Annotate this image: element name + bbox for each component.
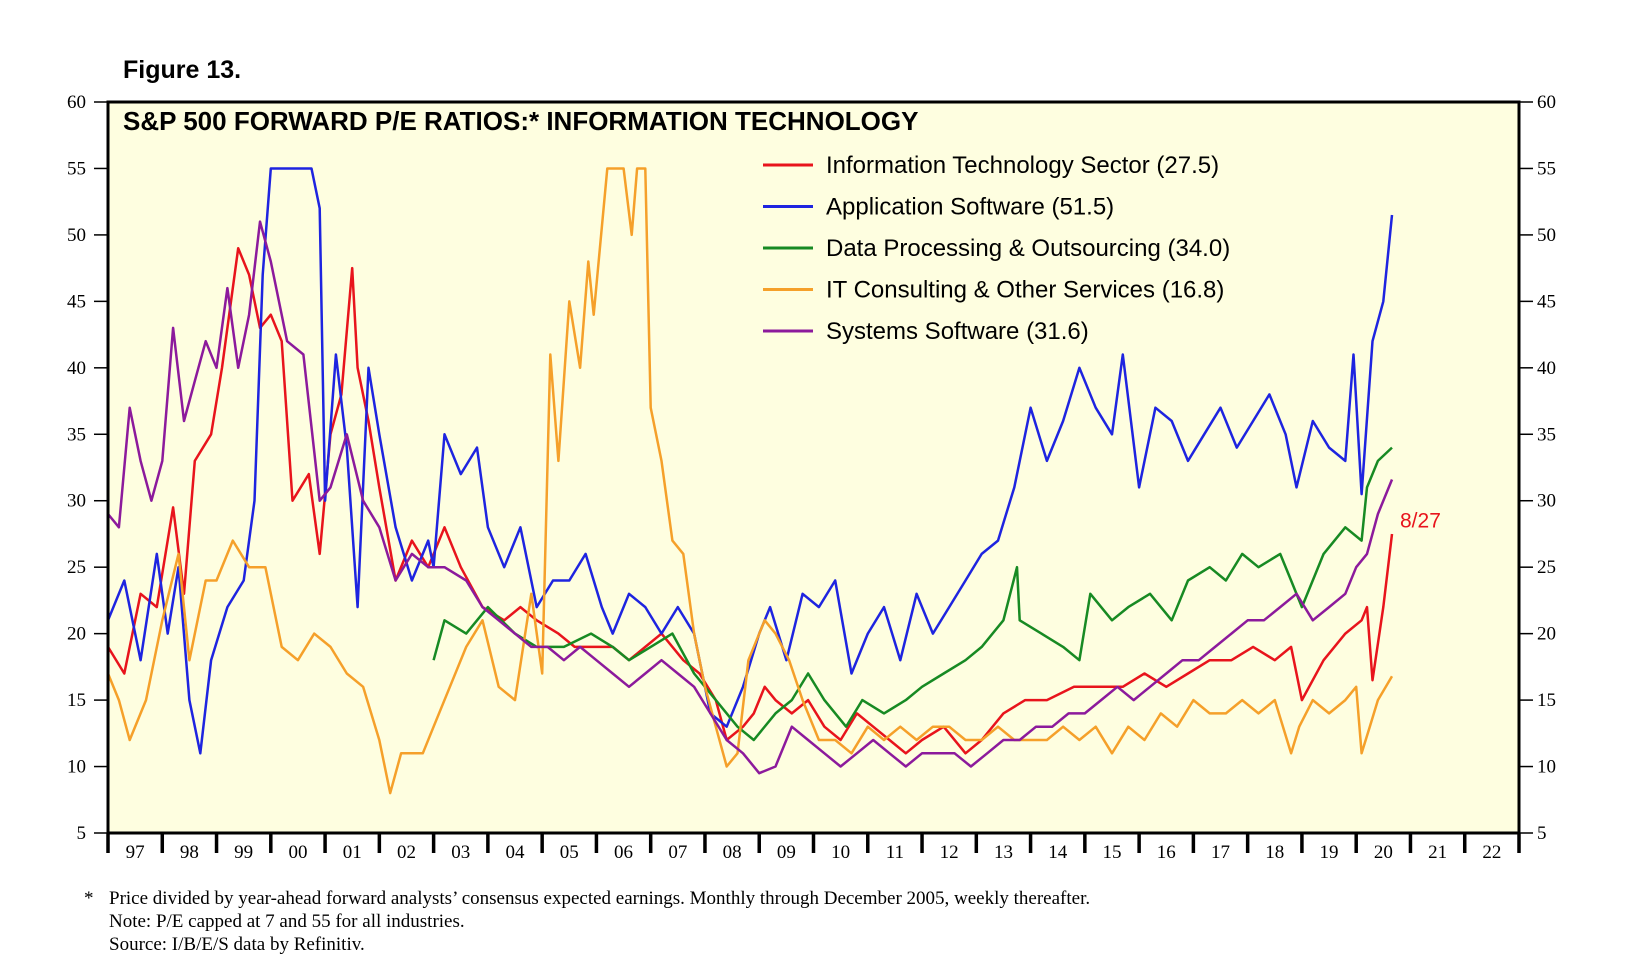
x-tick-label: 00 xyxy=(288,842,307,863)
y-tick-label-right: 5 xyxy=(1537,823,1547,844)
legend-label-data-processing: Data Processing & Outsourcing (34.0) xyxy=(826,235,1230,262)
y-tick-label-right: 50 xyxy=(1537,225,1556,246)
y-tick-label-right: 15 xyxy=(1537,690,1556,711)
y-tick-label-right: 40 xyxy=(1537,358,1556,379)
x-tick-label: 16 xyxy=(1157,842,1176,863)
x-axis: 97 98 99 00 01 02 03 04 05 06 07 08 09 10 11 12 13 14 15 16… xyxy=(106,833,1521,863)
y-axis-right: 5 10 15 20 25 30 35 40 45 50 55 60 xyxy=(1519,92,1556,844)
x-tick-label: 21 xyxy=(1428,842,1447,863)
x-tick-label: 98 xyxy=(180,842,199,863)
x-tick-label: 13 xyxy=(994,842,1013,863)
x-tick-label: 12 xyxy=(940,842,959,863)
x-tick-label: 08 xyxy=(723,842,742,863)
y-tick-label-left: 50 xyxy=(67,225,86,246)
x-tick-label: 09 xyxy=(777,842,796,863)
x-tick-label: 11 xyxy=(886,842,904,863)
y-tick-label-left: 40 xyxy=(67,358,86,379)
footnote-star: * xyxy=(84,888,94,909)
series-line-systems-software xyxy=(107,220,1394,775)
footnote-source: Source: I/B/E/S data by Refinitiv. xyxy=(109,934,365,955)
y-tick-label-left: 15 xyxy=(67,690,86,711)
x-tick-label: 05 xyxy=(560,842,579,863)
x-tick-label: 02 xyxy=(397,842,416,863)
x-tick-label: 17 xyxy=(1211,842,1230,863)
x-tick-label: 22 xyxy=(1482,842,1501,863)
x-tick-label: 01 xyxy=(343,842,362,863)
y-tick-label-left: 45 xyxy=(67,291,86,312)
footnote-note: Note: P/E capped at 7 and 55 for all ind… xyxy=(109,911,465,932)
y-tick-label-right: 10 xyxy=(1537,757,1556,778)
series-layer xyxy=(106,167,1394,795)
y-tick-label-right: 25 xyxy=(1537,557,1556,578)
legend-label-it-sector: Information Technology Sector (27.5) xyxy=(826,152,1219,179)
x-tick-label: 04 xyxy=(506,842,526,863)
date-annotation: 8/27 xyxy=(1400,510,1441,533)
x-tick-label: 15 xyxy=(1102,842,1121,863)
x-tick-label: 20 xyxy=(1374,842,1393,863)
x-tick-label: 14 xyxy=(1048,842,1068,863)
chart-title: S&P 500 FORWARD P/E RATIOS:* INFORMATION… xyxy=(123,106,918,136)
x-tick-label: 03 xyxy=(451,842,470,863)
legend: Information Technology Sector (27.5) Appl… xyxy=(763,152,1230,345)
footnote-definition: Price divided by year-ahead forward anal… xyxy=(109,888,1091,909)
x-tick-label: 18 xyxy=(1265,842,1284,863)
y-axis-left: 5 10 15 20 25 30 35 40 45 50 55 60 xyxy=(67,92,108,844)
plot-frame xyxy=(106,100,1521,835)
x-tick-label: 07 xyxy=(668,842,687,863)
x-tick-label: 99 xyxy=(234,842,253,863)
y-tick-label-left: 60 xyxy=(67,92,86,113)
series-line-it-consulting xyxy=(106,167,1394,795)
y-tick-label-right: 45 xyxy=(1537,291,1556,312)
y-tick-label-left: 30 xyxy=(67,491,86,512)
y-tick-label-left: 20 xyxy=(67,624,86,645)
series-line-it-sector xyxy=(106,246,1394,755)
y-tick-label-left: 10 xyxy=(67,757,86,778)
x-tick-label: 19 xyxy=(1320,842,1339,863)
y-tick-label-right: 30 xyxy=(1537,491,1556,512)
legend-label-it-consulting: IT Consulting & Other Services (16.8) xyxy=(826,277,1224,304)
x-tick-label: 97 xyxy=(126,842,145,863)
chart: 5 10 15 20 25 30 35 40 45 50 55 60 5 10 15 20 25 30 35 40 4… xyxy=(67,92,1556,863)
x-tick-label: 06 xyxy=(614,842,633,863)
y-tick-label-left: 25 xyxy=(67,557,86,578)
figure-label: Figure 13. xyxy=(123,56,242,84)
y-tick-label-left: 5 xyxy=(77,823,87,844)
y-tick-label-right: 55 xyxy=(1537,158,1556,179)
x-tick-label: 10 xyxy=(831,842,850,863)
y-tick-label-left: 55 xyxy=(67,158,86,179)
y-tick-label-left: 35 xyxy=(67,424,86,445)
y-tick-label-right: 35 xyxy=(1537,424,1556,445)
y-tick-label-right: 60 xyxy=(1537,92,1556,113)
series-line-data-processing xyxy=(432,446,1393,742)
footnotes: * Price divided by year-ahead forward ana… xyxy=(84,887,1090,956)
legend-label-systems-software: Systems Software (31.6) xyxy=(826,318,1089,345)
legend-label-application-software: Application Software (51.5) xyxy=(826,194,1114,221)
y-tick-label-right: 20 xyxy=(1537,624,1556,645)
